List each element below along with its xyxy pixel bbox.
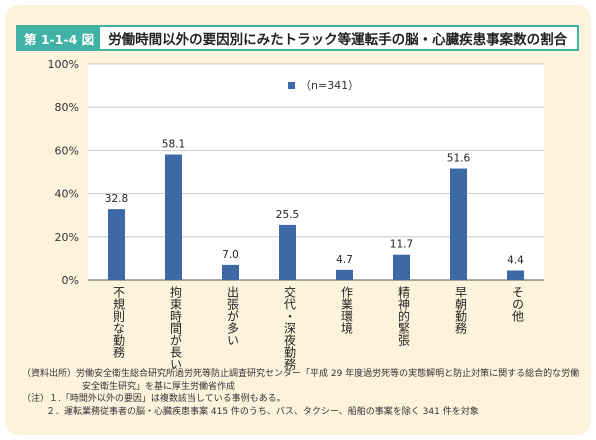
y-tick-label: 20% (55, 231, 79, 244)
y-tick-label: 60% (55, 144, 79, 157)
source-line-2: 安全衛生研究」を基に厚生労働省作成 (82, 381, 236, 392)
figure-number: 第 1-1-4 図 (18, 27, 101, 49)
y-tick-label: 0% (62, 274, 79, 287)
data-label: 58.1 (162, 139, 185, 151)
y-tick-label: 40% (55, 188, 79, 201)
bar (450, 168, 467, 280)
note-line-1: （注）１.「時間外以外の要因」は複数該当している事例もある。 (22, 394, 286, 404)
bar (108, 209, 125, 280)
x-tick-label: 交代・深夜勤務 (282, 286, 297, 370)
data-label: 51.6 (447, 153, 471, 165)
x-tick-label: 出張が多い (225, 286, 240, 346)
figure-notes: （資料出所）労働安全衛生総合研究所過労死等防止調査研究センター「平成 29 年度… (22, 368, 582, 418)
figure-title-bar: 第 1-1-4 図 労働時間以外の要因別にみたトラック等運転手の脳・心臓疾患事案… (16, 25, 579, 51)
bar-chart: 0% 20% 40% 60% 80% 100% 32.8 58.1 7.0 25.5 4.7 11.7… (48, 58, 544, 287)
data-label: 7.0 (222, 249, 239, 261)
figure-title: 労働時間以外の要因別にみたトラック等運転手の脳・心臓疾患事案数の割合 (108, 32, 568, 48)
source-line-1: （資料出所）労働安全衛生総合研究所過労死等防止調査研究センター「平成 29 年度… (22, 369, 580, 379)
y-tick-label: 80% (55, 101, 79, 114)
note-line-2: ２．運転業務従事者の脳・心臓疾患事案 415 件のうち、バス、タクシー、船舶の事… (46, 406, 479, 417)
data-label: 25.5 (276, 209, 299, 221)
x-tick-label: 拘束時間が長い (168, 286, 183, 370)
bar (222, 264, 239, 280)
y-tick-label: 100% (48, 58, 79, 71)
bar (393, 254, 410, 280)
bar (279, 224, 296, 280)
x-tick-label: 不規則な勤務 (111, 286, 126, 358)
x-tick-label: 精神的緊張 (396, 286, 411, 346)
data-label: 32.8 (105, 193, 128, 205)
x-tick-label: その他 (510, 286, 525, 322)
bar (165, 154, 182, 280)
data-label: 4.4 (507, 254, 524, 266)
plot-area (88, 64, 544, 280)
legend-label: （n=341） (300, 79, 359, 92)
x-tick-label: 早朝勤務 (453, 286, 468, 334)
bar (507, 270, 524, 280)
data-label: 4.7 (336, 254, 353, 266)
x-tick-label: 作業環境 (339, 286, 354, 334)
legend-swatch (288, 82, 295, 89)
data-label: 11.7 (390, 239, 413, 251)
bar (336, 269, 353, 280)
